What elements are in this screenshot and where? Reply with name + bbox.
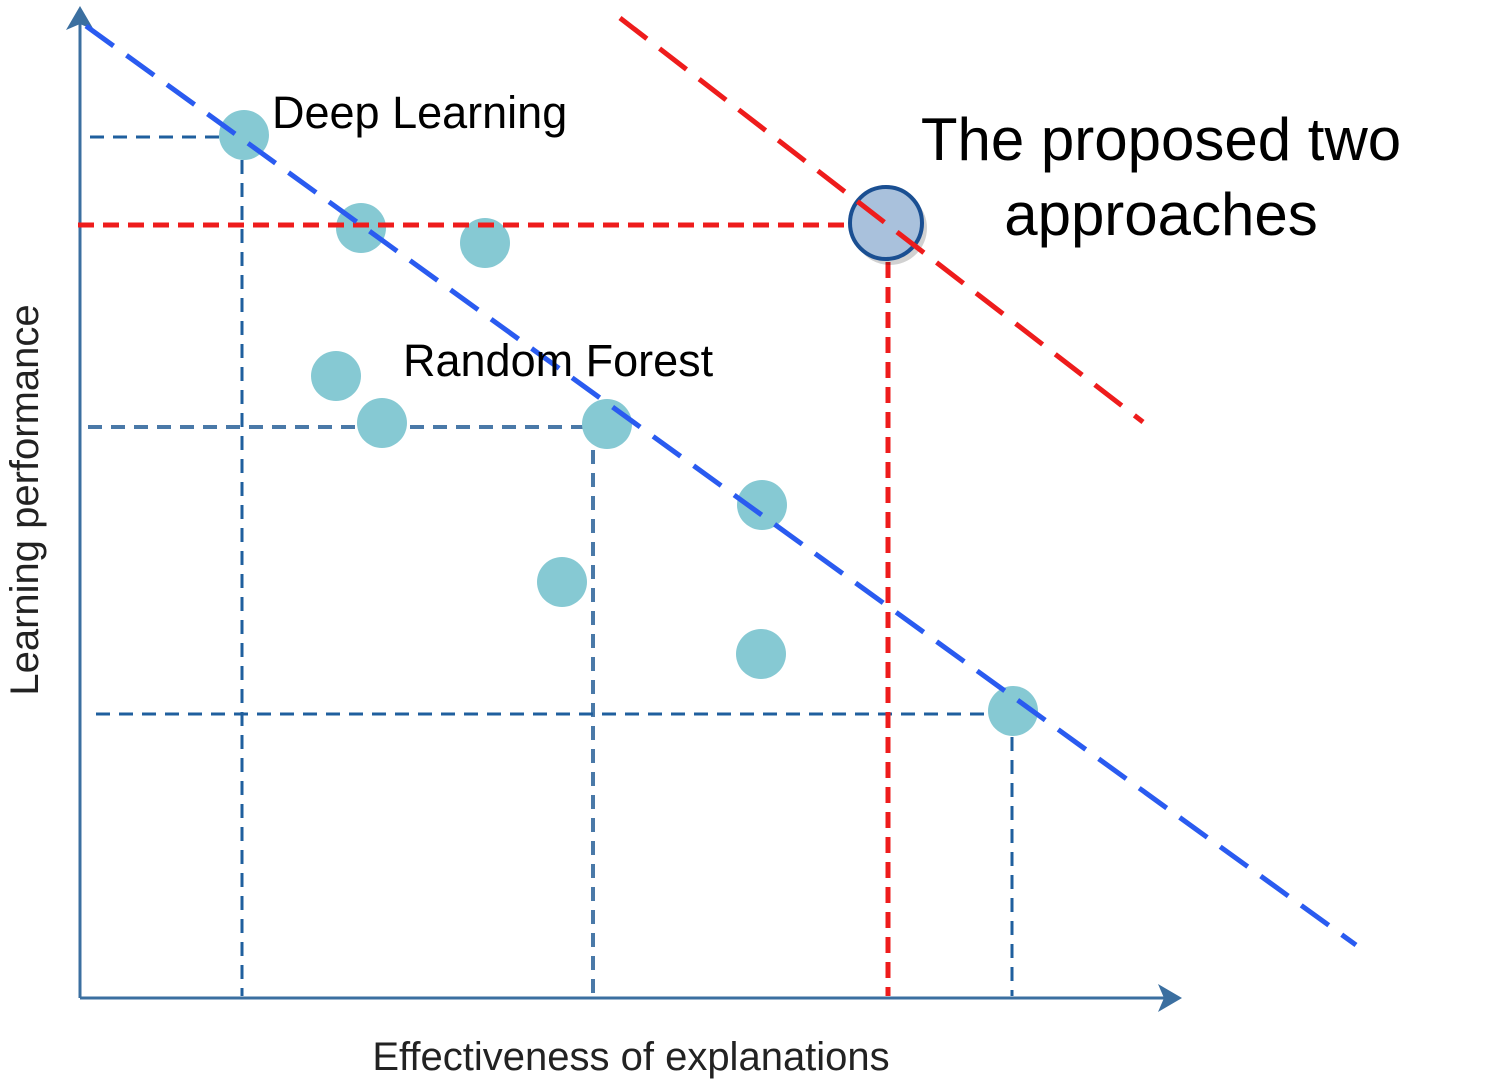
point	[736, 629, 786, 679]
x-axis-label: Effectiveness of explanations	[372, 1035, 889, 1079]
point-random-forest	[582, 399, 632, 449]
point	[737, 480, 787, 530]
point	[311, 351, 361, 401]
red-guide-lines	[78, 222, 891, 996]
label-proposed-line1: The proposed two	[921, 106, 1401, 173]
label-deep-learning: Deep Learning	[272, 87, 567, 138]
proposed-point	[848, 185, 927, 265]
y-axis-arrowhead	[66, 6, 94, 30]
x-axis-arrowhead	[1158, 984, 1182, 1012]
guide-lines	[88, 135, 1014, 996]
point	[460, 218, 510, 268]
axes	[66, 6, 1182, 1012]
point	[988, 686, 1038, 736]
point	[537, 557, 587, 607]
tradeoff-line-blue	[84, 23, 1358, 948]
tradeoff-line-red	[618, 16, 1145, 424]
label-random-forest: Random Forest	[403, 335, 714, 386]
point	[357, 398, 407, 448]
y-axis-label: Learning performance	[3, 304, 47, 695]
proposed-point-marker	[848, 185, 924, 261]
label-proposed-line2: approaches	[1004, 181, 1318, 248]
